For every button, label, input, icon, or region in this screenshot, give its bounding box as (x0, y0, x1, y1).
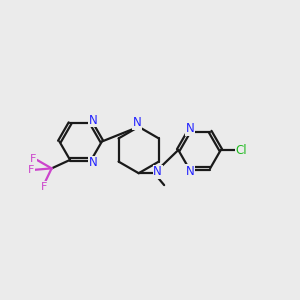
Text: F: F (28, 165, 34, 175)
Text: N: N (89, 114, 98, 127)
Text: N: N (133, 116, 142, 129)
Text: F: F (41, 182, 48, 191)
Text: N: N (186, 122, 195, 135)
Text: F: F (30, 154, 37, 164)
Text: N: N (153, 165, 162, 178)
Text: N: N (89, 156, 98, 169)
Text: Cl: Cl (236, 143, 247, 157)
Text: N: N (186, 165, 195, 178)
